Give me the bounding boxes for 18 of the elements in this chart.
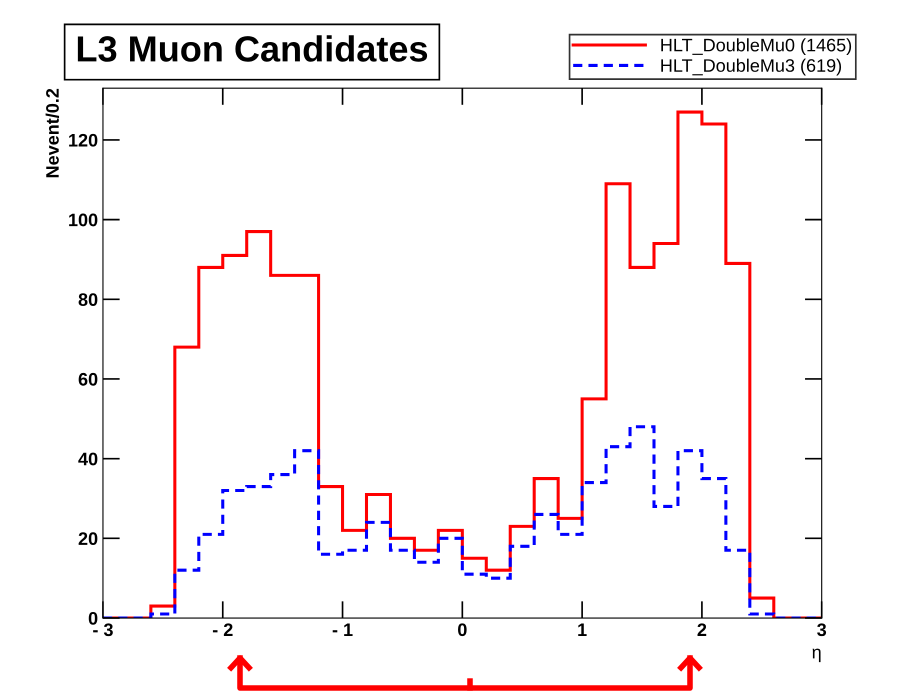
y-tick-label: 100 [69, 214, 98, 226]
y-tick-label: 40 [78, 452, 98, 466]
legend-label: HLT_DoubleMu3 (619) [661, 58, 842, 76]
x-tick-label: 3 [817, 623, 826, 636]
x-axis-title: η [812, 648, 821, 662]
x-tick-label: - 2 [212, 623, 233, 636]
legend-label: HLT_DoubleMu0 (1465) [661, 38, 852, 56]
x-tick-label: 1 [578, 624, 587, 636]
x-tick-label: 0 [458, 623, 467, 636]
x-tick-label: - 1 [332, 624, 353, 636]
chart-title: L3 Muon Candidates [78, 35, 428, 62]
y-tick-label: 120 [69, 134, 98, 147]
x-tick-label: 2 [698, 623, 706, 636]
y-tick-label: 0 [88, 612, 98, 625]
y-axis-title: Nevent/0.2 [46, 88, 60, 178]
y-tick-label: 20 [78, 532, 98, 546]
y-tick-label: 60 [78, 372, 98, 386]
y-tick-label: 80 [78, 293, 98, 306]
